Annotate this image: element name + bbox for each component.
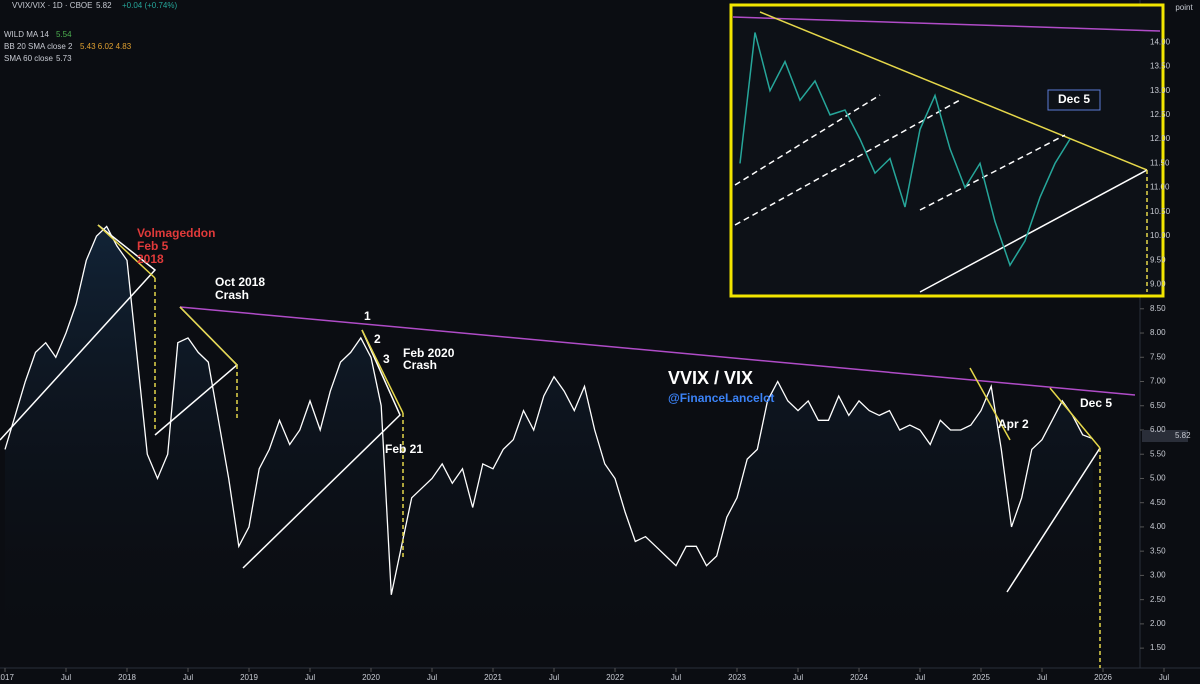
- x-tick-label: 2021: [484, 673, 502, 682]
- inset: [739, 32, 1071, 267]
- price: 5.82: [96, 1, 112, 10]
- inset-frame: [729, 3, 1165, 298]
- y-tick-label: 2.00: [1150, 619, 1166, 628]
- annotation: Crash: [215, 288, 249, 302]
- annotation: Feb 5: [137, 239, 169, 253]
- x-tick-label: 2018: [118, 673, 136, 682]
- annotation: 1: [364, 309, 371, 323]
- annotation: Oct 2018: [215, 275, 265, 289]
- y-tick-label: 4.50: [1150, 498, 1166, 507]
- x-tick-label: Jul: [793, 673, 803, 682]
- annotation: Feb 2020: [403, 346, 455, 360]
- y-tick-label: 11.50: [1150, 158, 1170, 167]
- change: +0.04 (+0.74%): [122, 1, 177, 10]
- annotation: Apr 2: [998, 417, 1029, 431]
- x-tick-label: 2025: [972, 673, 990, 682]
- indicator: SMA 60 close: [4, 54, 53, 63]
- y-tick-label: 12.00: [1150, 134, 1171, 143]
- last-price: 5.82: [1175, 431, 1191, 440]
- y-tick-label: 11.00: [1150, 183, 1170, 192]
- y-tick-label: 13.00: [1150, 86, 1171, 95]
- symbol: VVIX/VIX · 1D · CBOE: [12, 1, 92, 10]
- line: [4, 225, 1094, 595]
- x-tick-label: Jul: [915, 673, 925, 682]
- y-tick-label: 3.50: [1150, 546, 1166, 555]
- x-tick-label: 2023: [728, 673, 746, 682]
- y-tick-label: 6.50: [1150, 401, 1166, 410]
- chart-title: VVIX / VIX: [668, 368, 753, 388]
- inset-line: [739, 32, 1071, 267]
- indicator: BB 20 SMA close 2: [4, 42, 73, 51]
- x-tick-label: Jul: [305, 673, 315, 682]
- y-tick-label: 10.00: [1150, 231, 1171, 240]
- x-tick-label: 2020: [362, 673, 380, 682]
- annotation: 2018: [137, 252, 164, 266]
- x-tick-label: 2026: [1094, 673, 1112, 682]
- indicator: WILD MA 14: [4, 30, 49, 39]
- y-tick-label: 2.50: [1150, 595, 1166, 604]
- y-tick-label: 7.00: [1150, 377, 1166, 386]
- annotation: Dec 5: [1080, 396, 1112, 410]
- chart-subtitle: @FinanceLancelot: [668, 391, 774, 405]
- price-tag: [1142, 430, 1188, 442]
- y-tick-label: 10.50: [1150, 207, 1171, 216]
- y-tick-label: 4.00: [1150, 522, 1166, 531]
- x-tick-label: 2017: [0, 673, 14, 682]
- indicator-value: 5.54: [56, 30, 72, 39]
- y-tick-label: 8.50: [1150, 304, 1166, 313]
- y-tick-label: 9.00: [1150, 280, 1166, 289]
- x-tick-label: 2024: [850, 673, 868, 682]
- trendlines: [0, 224, 1136, 668]
- indicator-value: 5.43 6.02 4.83: [80, 42, 132, 51]
- x-tick-label: 2022: [606, 673, 624, 682]
- inset-annotation: Dec 5: [1058, 92, 1090, 106]
- inset-trendlines: [732, 11, 1161, 293]
- y-tick-label: 5.50: [1150, 449, 1166, 458]
- label-box: [1047, 89, 1101, 111]
- y-tick-label: 13.50: [1150, 62, 1171, 71]
- x-tick-label: Jul: [61, 673, 71, 682]
- axis-unit: point: [1175, 3, 1193, 12]
- y-tick-label: 7.50: [1150, 352, 1166, 361]
- y-tick-label: 14.00: [1150, 37, 1171, 46]
- x-tick-label: Jul: [549, 673, 559, 682]
- x-tick-label: Jul: [1159, 673, 1169, 682]
- x-tick-label: Jul: [427, 673, 437, 682]
- annotation: 2: [374, 332, 381, 346]
- area: [5, 226, 1093, 668]
- x-tick-label: 2019: [240, 673, 258, 682]
- y-tick-label: 6.00: [1150, 425, 1166, 434]
- x-tick-label: Jul: [183, 673, 193, 682]
- y-tick-label: 12.50: [1150, 110, 1171, 119]
- y-tick-label: 3.00: [1150, 571, 1166, 580]
- x-tick-label: Jul: [671, 673, 681, 682]
- y-tick-label: 5.00: [1150, 474, 1166, 483]
- annotation: Crash: [403, 358, 437, 372]
- annotation: Feb 21: [385, 442, 423, 456]
- annotation: 3: [383, 352, 390, 366]
- indicator-value: 5.73: [56, 54, 72, 63]
- x-tick-label: Jul: [1037, 673, 1047, 682]
- y-tick-label: 1.50: [1150, 643, 1166, 652]
- y-tick-label: 9.50: [1150, 255, 1166, 264]
- annotation: Volmageddon: [137, 226, 215, 240]
- y-tick-label: 8.00: [1150, 328, 1166, 337]
